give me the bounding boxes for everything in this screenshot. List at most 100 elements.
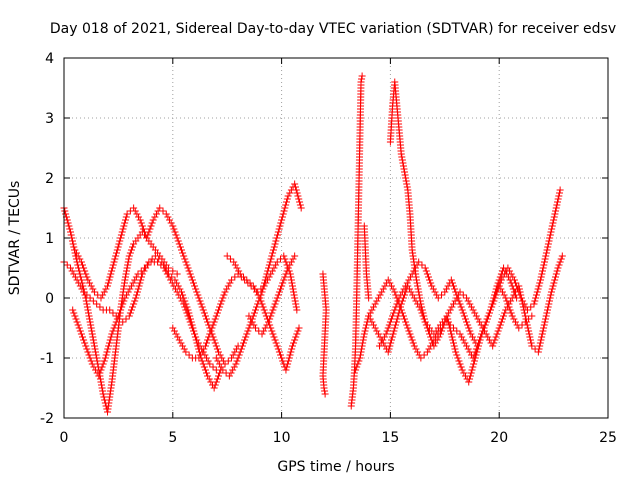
data-point (554, 198, 562, 206)
data-point (83, 303, 91, 311)
data-point (109, 261, 117, 269)
data-point (97, 294, 105, 302)
data-point (471, 309, 479, 317)
data-point (470, 357, 478, 365)
data-point (451, 285, 459, 293)
data-point (111, 321, 119, 329)
data-point (413, 276, 421, 284)
data-point (292, 333, 300, 341)
data-point (552, 273, 560, 281)
data-point (131, 207, 139, 215)
data-point (290, 339, 298, 347)
data-point (551, 276, 559, 284)
data-point (184, 312, 192, 320)
data-point (185, 351, 193, 359)
data-point (278, 213, 286, 221)
data-point (225, 372, 233, 380)
data-point (76, 327, 84, 335)
data-point (130, 204, 138, 212)
data-point (472, 312, 480, 320)
data-point (86, 279, 94, 287)
data-point (503, 297, 511, 305)
data-point (471, 348, 479, 356)
data-point (558, 252, 566, 260)
data-point (448, 333, 456, 341)
data-point (93, 357, 101, 365)
data-point (491, 336, 499, 344)
data-point (174, 333, 182, 341)
data-point (179, 249, 187, 257)
data-point (545, 300, 553, 308)
data-point (512, 318, 520, 326)
data-point (263, 270, 271, 278)
data-point (156, 204, 164, 212)
data-point (296, 201, 304, 209)
data-point (527, 339, 535, 347)
data-point (543, 246, 551, 254)
data-point (466, 375, 474, 383)
data-point (173, 270, 181, 278)
data-point (394, 297, 402, 305)
data-point (109, 309, 117, 317)
data-point (283, 267, 291, 275)
data-point (409, 339, 417, 347)
data-point (508, 312, 516, 320)
data-point (170, 282, 178, 290)
data-point (210, 336, 218, 344)
data-point (542, 252, 550, 260)
data-point (265, 264, 273, 272)
data-point (371, 324, 379, 332)
data-point (366, 315, 374, 323)
x-tick-label: 15 (381, 430, 399, 446)
y-tick-label: -2 (40, 411, 54, 427)
data-point (162, 210, 170, 218)
data-point (132, 273, 140, 281)
data-point (407, 273, 415, 281)
data-point (465, 378, 473, 386)
data-point (288, 345, 296, 353)
data-point (71, 312, 79, 320)
data-point (354, 360, 362, 368)
data-point (504, 273, 512, 281)
data-point (125, 252, 133, 260)
data-point (544, 306, 552, 314)
data-point (476, 318, 484, 326)
data-point (291, 336, 299, 344)
data-point (491, 291, 499, 299)
data-point (76, 282, 84, 290)
data-point (263, 321, 271, 329)
data-point (402, 318, 410, 326)
series-track-5 (169, 252, 301, 362)
data-point (484, 312, 492, 320)
data-point (87, 282, 95, 290)
data-point (251, 306, 259, 314)
data-point (169, 324, 177, 332)
data-point (359, 339, 367, 347)
data-point (368, 306, 376, 314)
data-point (68, 237, 76, 245)
data-point (489, 342, 497, 350)
data-point (261, 324, 269, 332)
data-point (483, 315, 491, 323)
y-tick-label: 3 (45, 111, 54, 127)
data-point (536, 342, 544, 350)
data-point (277, 219, 285, 227)
data-point (110, 324, 118, 332)
data-point (534, 348, 542, 356)
data-point (393, 300, 401, 308)
data-point (370, 303, 378, 311)
data-point (127, 306, 135, 314)
data-point (538, 270, 546, 278)
data-point (397, 306, 405, 314)
data-point (264, 267, 272, 275)
data-point (482, 318, 490, 326)
data-point (250, 309, 258, 317)
data-point (528, 312, 536, 320)
data-point (532, 294, 540, 302)
data-point (550, 213, 558, 221)
data-point (488, 300, 496, 308)
data-point (365, 312, 373, 320)
data-point (286, 351, 294, 359)
data-point (205, 333, 213, 341)
data-point (89, 336, 97, 344)
